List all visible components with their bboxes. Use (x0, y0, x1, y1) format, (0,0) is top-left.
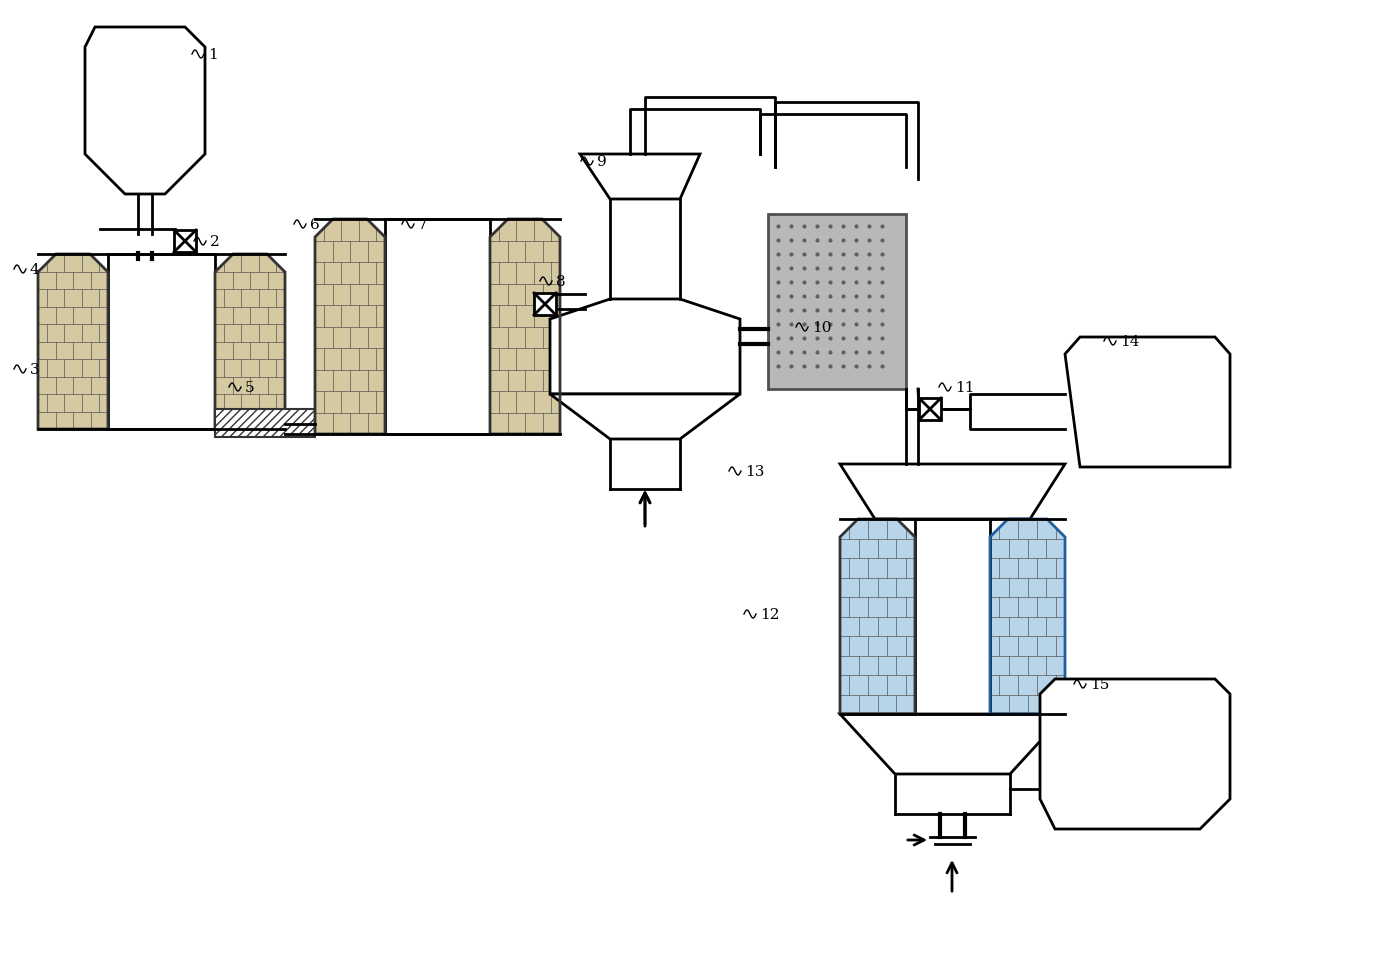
Polygon shape (580, 155, 700, 200)
Text: 7: 7 (418, 218, 428, 232)
Bar (914, 520, 990, 714)
Text: 14: 14 (1119, 334, 1139, 349)
Bar (174, 231, 197, 253)
Bar (385, 220, 491, 434)
Polygon shape (315, 220, 385, 434)
Bar (534, 294, 556, 315)
Bar (919, 399, 941, 421)
Polygon shape (841, 464, 1065, 520)
Polygon shape (1065, 337, 1230, 467)
Polygon shape (841, 520, 914, 714)
Text: 12: 12 (760, 607, 779, 622)
Polygon shape (990, 520, 1065, 714)
Text: 15: 15 (1090, 678, 1110, 691)
Polygon shape (38, 255, 107, 430)
Text: 5: 5 (245, 381, 255, 395)
Bar (215, 409, 315, 437)
Bar (107, 255, 215, 430)
Text: 9: 9 (597, 155, 606, 169)
Polygon shape (491, 220, 560, 434)
Polygon shape (841, 714, 1065, 775)
Text: 10: 10 (811, 321, 831, 334)
Bar (768, 214, 906, 389)
Text: 11: 11 (955, 381, 974, 395)
Text: 3: 3 (31, 362, 39, 377)
Text: 1: 1 (208, 48, 217, 62)
Text: 2: 2 (210, 234, 220, 249)
Text: 6: 6 (309, 218, 319, 232)
Polygon shape (85, 28, 205, 195)
Polygon shape (551, 300, 740, 395)
Polygon shape (551, 395, 740, 439)
Text: 13: 13 (744, 464, 764, 479)
Text: 4: 4 (31, 262, 40, 277)
Polygon shape (1040, 679, 1230, 829)
Polygon shape (215, 255, 284, 430)
Text: 8: 8 (556, 275, 566, 288)
